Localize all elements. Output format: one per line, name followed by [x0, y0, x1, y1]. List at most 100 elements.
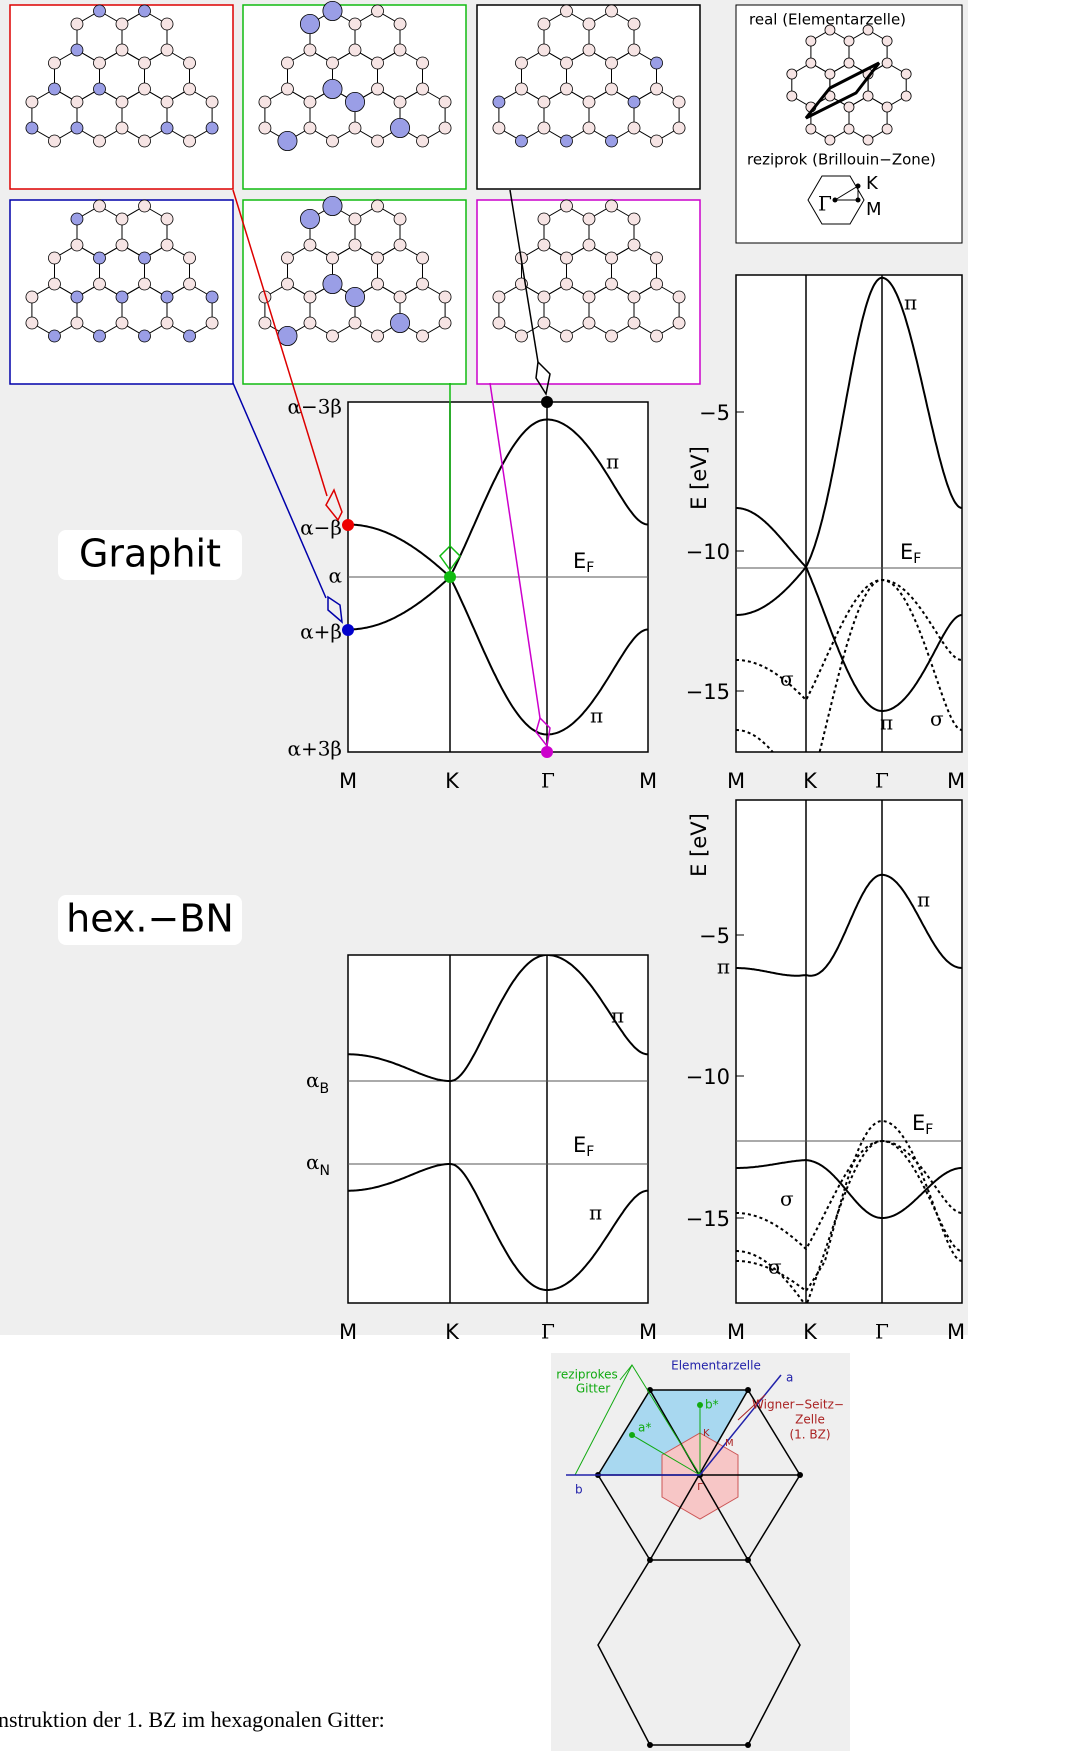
- atom: [560, 277, 573, 291]
- bz-path: [833, 185, 859, 201]
- label-box: [58, 895, 242, 945]
- x-label: M: [727, 1320, 745, 1344]
- atom: [492, 95, 506, 109]
- connector: [232, 382, 327, 599]
- atom: [277, 325, 298, 346]
- a-vector: [699, 1374, 782, 1476]
- atom: [560, 199, 573, 213]
- lattice-points: [595, 1387, 803, 1748]
- atom: [303, 121, 317, 135]
- fermi-label: EF: [573, 1133, 594, 1160]
- atom: [48, 329, 61, 343]
- atom: [70, 121, 84, 135]
- state-dot: [342, 624, 354, 636]
- atom: [183, 251, 196, 265]
- atom: [881, 101, 893, 113]
- pi-label: π: [611, 1004, 624, 1028]
- level-label: α: [328, 564, 342, 588]
- lattice-line: [596, 1389, 801, 1561]
- point: [697, 1402, 703, 1408]
- atom: [70, 316, 84, 330]
- atom: [582, 43, 596, 57]
- atom: [537, 17, 551, 31]
- atom: [515, 134, 528, 148]
- atom: [393, 212, 407, 226]
- atom: [650, 134, 663, 148]
- atom: [322, 195, 343, 216]
- fermi-label: EF: [912, 1111, 933, 1138]
- atom: [416, 56, 429, 70]
- atom: [627, 290, 641, 304]
- atom: [862, 134, 874, 146]
- pi-label: π: [917, 888, 930, 912]
- lattice-line: [597, 1559, 801, 1746]
- atom: [48, 277, 61, 291]
- atom: [515, 329, 528, 343]
- atom: [277, 130, 298, 151]
- atom: [650, 277, 663, 291]
- plot-frame: [347, 954, 649, 1304]
- bz-label: Elementarzelle: [671, 1359, 761, 1373]
- atom: [605, 82, 618, 96]
- atom: [560, 82, 573, 96]
- bz-label: b: [575, 1483, 583, 1497]
- connector: [509, 189, 539, 363]
- atom: [25, 95, 39, 109]
- atom: [160, 316, 174, 330]
- atom: [650, 56, 663, 70]
- atom: [582, 95, 596, 109]
- x-label: M: [339, 769, 357, 793]
- sigma-label: σ: [780, 1187, 794, 1211]
- sigma-label: σ: [780, 667, 794, 691]
- bz-label: (1. BZ): [789, 1428, 830, 1442]
- atom: [881, 57, 893, 69]
- atom: [672, 316, 686, 330]
- atom: [348, 17, 362, 31]
- atom: [138, 251, 151, 265]
- atom: [115, 121, 129, 135]
- pointer: [439, 544, 461, 572]
- bands: [348, 418, 648, 736]
- atom: [303, 316, 317, 330]
- level-label: α−β: [300, 516, 342, 540]
- y-axis-label: E [eV]: [687, 446, 711, 510]
- atom: [183, 134, 196, 148]
- y-axis-label: E [eV]: [687, 813, 711, 877]
- level-label: αN: [306, 1150, 330, 1180]
- x-label: Γ: [541, 1320, 555, 1344]
- atom: [438, 290, 452, 304]
- atom: [627, 212, 641, 226]
- atom: [93, 199, 106, 213]
- atom: [786, 68, 798, 80]
- atom: [348, 238, 362, 252]
- atom: [48, 134, 61, 148]
- atom: [25, 121, 39, 135]
- pi-label: π: [606, 450, 619, 474]
- atom: [560, 134, 573, 148]
- atom: [115, 17, 129, 31]
- atom: [183, 56, 196, 70]
- atom: [605, 329, 618, 343]
- atom: [160, 43, 174, 57]
- atom: [605, 134, 618, 148]
- atom: [843, 123, 855, 135]
- atom: [138, 277, 151, 291]
- atom: [281, 277, 294, 291]
- atom: [160, 290, 174, 304]
- pointer: [327, 595, 343, 624]
- atom: [786, 90, 798, 102]
- atom: [537, 121, 551, 135]
- band: [348, 1163, 648, 1291]
- atom: [160, 238, 174, 252]
- atom: [303, 238, 317, 252]
- bz-label: a: [786, 1371, 793, 1385]
- band: [736, 1139, 962, 1303]
- state-dot: [342, 519, 354, 531]
- gamma-label: Γ: [818, 192, 832, 216]
- atom: [115, 212, 129, 226]
- atom: [627, 17, 641, 31]
- atom: [326, 251, 339, 265]
- atom: [303, 43, 317, 57]
- atom: [93, 277, 106, 291]
- atom: [138, 56, 151, 70]
